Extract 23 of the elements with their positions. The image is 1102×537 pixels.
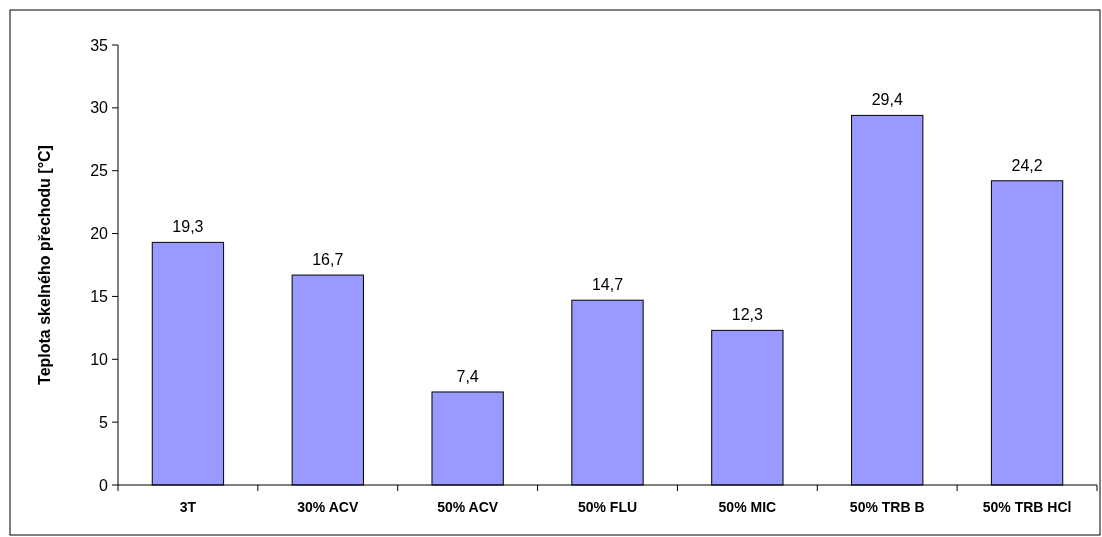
- data-label: 12,3: [731, 306, 764, 324]
- data-label: 24,2: [1011, 156, 1043, 174]
- data-label: 14,7: [591, 276, 624, 294]
- x-tick-label: 50% TRB HCl: [982, 499, 1072, 515]
- x-tick-label: 30% ACV: [297, 499, 359, 515]
- data-label: 7,4: [456, 367, 479, 385]
- y-axis-title: Teplota skelného přechodu [°C]: [36, 145, 53, 385]
- y-tick-label: 30: [90, 99, 109, 117]
- data-label: 16,7: [312, 251, 344, 269]
- x-tick-label: 50% FLU: [577, 499, 638, 515]
- data-label: 29,4: [871, 91, 903, 109]
- x-tick-label: 50% ACV: [437, 499, 499, 515]
- y-tick-label: 10: [90, 350, 109, 368]
- y-tick-label: 15: [90, 288, 109, 306]
- y-tick-label: 5: [99, 413, 109, 431]
- y-tick-label: 35: [90, 36, 109, 54]
- y-tick-label: 0: [99, 476, 109, 494]
- x-tick-label: 50% TRB B: [849, 499, 925, 515]
- x-tick-label: 50% MIC: [718, 499, 777, 515]
- x-tick-label: 3T: [179, 499, 197, 515]
- y-tick-label: 25: [90, 162, 109, 180]
- y-tick-label: 20: [90, 225, 109, 243]
- data-label: 19,3: [172, 218, 204, 236]
